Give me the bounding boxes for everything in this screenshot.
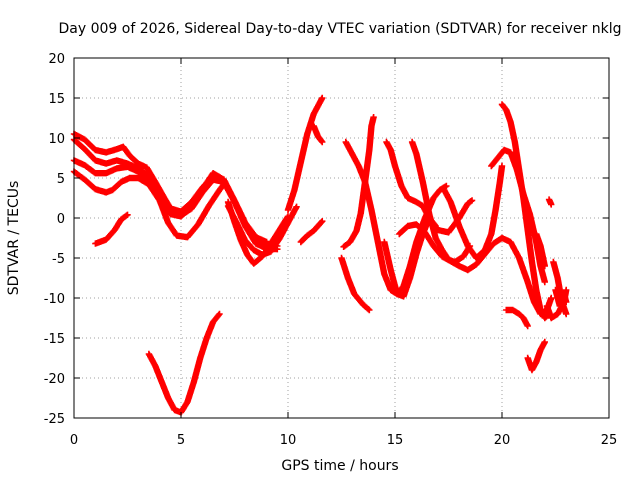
- series-s21: [498, 101, 553, 322]
- series-s8: [224, 198, 292, 267]
- y-tick-label: 15: [48, 92, 65, 107]
- y-tick-label: -5: [52, 252, 65, 267]
- series-s27: [552, 286, 570, 310]
- y-tick-label: 20: [48, 52, 65, 67]
- data-point-markers: [524, 338, 548, 374]
- series-s9: [284, 94, 326, 214]
- x-tick-label: 15: [387, 433, 404, 448]
- data-point-markers: [441, 162, 506, 262]
- data-point-markers: [545, 196, 555, 208]
- data-point-markers: [145, 310, 223, 416]
- data-point-markers: [503, 306, 531, 330]
- x-tick-label: 5: [177, 433, 185, 448]
- series-s17: [381, 214, 439, 300]
- y-tick-label: -25: [44, 412, 65, 427]
- y-axis-label: SDTVAR / TECUs: [6, 181, 22, 296]
- series-s23: [524, 338, 548, 374]
- series-s13: [338, 254, 373, 314]
- data-point-markers: [297, 218, 326, 246]
- series-s28: [545, 196, 555, 208]
- data-point-markers: [284, 94, 326, 214]
- data-point-markers: [92, 211, 131, 247]
- y-tick-label: 0: [57, 212, 65, 227]
- plot-frame: [73, 57, 610, 419]
- y-tick-label: -10: [44, 292, 65, 307]
- series-s12: [340, 114, 377, 250]
- data-point-markers: [533, 230, 548, 270]
- series-s24: [533, 230, 548, 270]
- series-s10: [297, 218, 326, 246]
- data-point-markers: [340, 114, 377, 250]
- x-tick-label: 10: [280, 433, 297, 448]
- x-tick-label: 25: [601, 433, 618, 448]
- y-tick-label: -20: [44, 372, 65, 387]
- series-s19: [441, 162, 506, 262]
- chart-title: Day 009 of 2026, Sidereal Day-to-day VTE…: [59, 21, 622, 37]
- y-tick-label: 5: [57, 172, 65, 187]
- data-point-markers: [381, 214, 439, 300]
- series-s6: [145, 310, 223, 416]
- data-point-markers: [224, 198, 292, 267]
- x-tick-label: 20: [494, 433, 511, 448]
- data-point-markers: [498, 101, 553, 322]
- series-s5: [92, 211, 131, 247]
- x-axis-label: GPS time / hours: [281, 458, 398, 474]
- series-s11: [310, 122, 326, 146]
- series-s22: [503, 306, 531, 330]
- axis-ticks: 0 5 10 15 20 25 20 15 10 5 0 -5 -10 -15 -20 -25: [44, 52, 618, 448]
- y-tick-label: -15: [44, 332, 65, 347]
- data-points: [70, 94, 570, 416]
- data-point-markers: [338, 254, 373, 314]
- x-tick-label: 0: [70, 433, 78, 448]
- data-point-markers: [310, 122, 326, 146]
- y-tick-label: 10: [48, 132, 65, 147]
- data-point-markers: [552, 286, 570, 310]
